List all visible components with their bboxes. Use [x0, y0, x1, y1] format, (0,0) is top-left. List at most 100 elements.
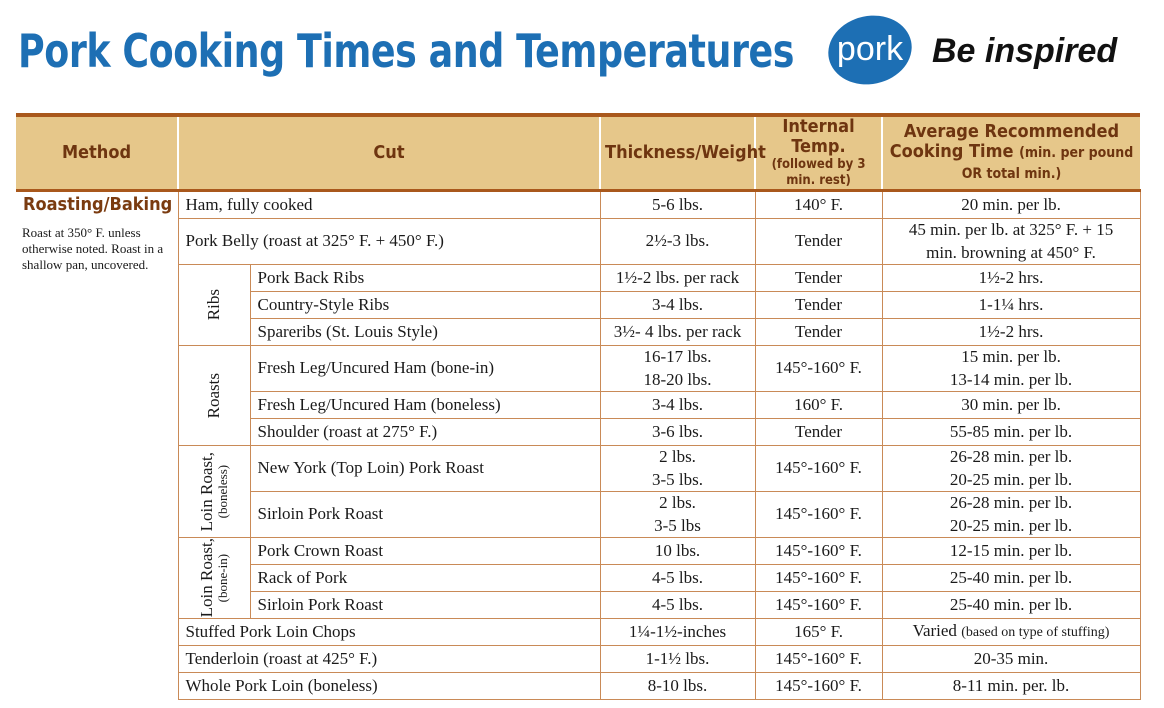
time-note: (based on type of stuffing)	[961, 624, 1110, 640]
cell-text: Rack of Pork	[257, 567, 348, 587]
temp-cell: Tender	[754, 218, 883, 265]
column-title: Internal Temp.	[782, 116, 855, 157]
group-label: Ribs	[204, 289, 223, 320]
cell-text: 145°-160° F.	[775, 567, 862, 587]
cell-text: 145°-160° F.	[775, 648, 862, 668]
column-header: Cut	[176, 115, 601, 192]
table-row: Shoulder (roast at 275° F.) 3-6 lbs. Tende…	[16, 418, 1141, 446]
table-row: Loin Roast, (bone-in) Pork Crown Roast 10 l…	[16, 537, 1141, 619]
column-header: Thickness/Weight	[599, 115, 766, 192]
time-cell: 15 min. per lb. 13-14 min. per lb.	[881, 345, 1141, 392]
cell-text: 145°-160° F.	[775, 358, 862, 378]
cooking-table: Method Cut Thickness/Weight Internal Tem…	[16, 113, 1141, 700]
cell-text: 20 min. per lb.	[961, 194, 1061, 214]
time-cell: 20 min. per lb.	[881, 190, 1141, 219]
time-cell: 55-85 min. per lb.	[881, 418, 1141, 446]
temp-cell: 140° F.	[754, 190, 883, 219]
logo-text: pork	[837, 30, 904, 68]
method-name: Roasting/Baking	[23, 194, 173, 215]
group-note: (boneless)	[215, 464, 230, 519]
logo-shape	[828, 15, 912, 85]
cell-line: 2 lbs.	[659, 493, 696, 512]
cut-cell: Shoulder (roast at 275° F.)	[249, 418, 601, 446]
weight-cell: 4-5 lbs.	[599, 591, 756, 619]
column-header: Method	[16, 115, 178, 192]
cell-text: Varied	[912, 620, 957, 640]
method-cell: Roasting/Baking Roast at 350° F. unless o…	[16, 190, 179, 700]
cell-text: 1¼-1½-inches	[628, 621, 727, 641]
weight-cell: 5-6 lbs.	[599, 190, 756, 219]
temp-cell: 145°-160° F.	[754, 672, 883, 700]
cell-line: 26-28 min. per lb.	[949, 493, 1073, 512]
cut-cell: Pork Crown Roast	[249, 537, 601, 565]
time-cell: Varied (based on type of stuffing)	[881, 618, 1141, 646]
temp-cell: 145°-160° F.	[754, 491, 883, 538]
group-cell: Ribs	[177, 264, 251, 346]
cell-text: New York (Top Loin) Pork Roast	[257, 458, 484, 478]
column-header: Average Recommended Cooking Time (min. p…	[881, 115, 1141, 192]
cell-text: Spareribs (St. Louis Style)	[257, 321, 438, 341]
cell-text: 1-1½ lbs.	[645, 648, 710, 668]
time-cell: 8-11 min. per. lb.	[881, 672, 1141, 700]
cell-text: 4-5 lbs.	[652, 594, 704, 614]
cut-cell: Country-Style Ribs	[249, 291, 601, 319]
logo: pork Be inspired	[828, 15, 1118, 85]
cell-text: Tenderloin (roast at 425° F.)	[185, 648, 378, 668]
cell-text: 3½- 4 lbs. per rack	[613, 321, 742, 341]
cell-text: Ham, fully cooked	[185, 194, 313, 214]
cell-text: 3-6 lbs.	[652, 421, 704, 441]
temp-cell: Tender	[754, 291, 883, 319]
cell-line: 20-25 min. per lb.	[949, 515, 1073, 535]
table-row: Pork Belly (roast at 325° F. + 450° F.) 2…	[16, 218, 1141, 265]
cut-cell: Pork Belly (roast at 325° F. + 450° F.)	[177, 218, 601, 265]
cell-text: 145°-160° F.	[775, 458, 862, 478]
weight-cell: 16-17 lbs. 18-20 lbs.	[599, 345, 756, 392]
cut-cell: Ham, fully cooked	[177, 190, 601, 219]
cut-cell: Pork Back Ribs	[249, 264, 601, 292]
time-cell: 26-28 min. per lb. 20-25 min. per lb.	[881, 491, 1141, 538]
cut-cell: Sirloin Pork Roast	[249, 591, 601, 619]
group-cell: Loin Roast, (bone-in)	[177, 537, 251, 619]
cell-text: Fresh Leg/Uncured Ham (bone-in)	[257, 358, 495, 378]
cut-cell: Spareribs (St. Louis Style)	[249, 318, 601, 346]
cell-text: Fresh Leg/Uncured Ham (boneless)	[257, 394, 501, 414]
weight-cell: 10 lbs.	[599, 537, 756, 565]
time-cell: 1½-2 hrs.	[881, 264, 1141, 292]
weight-cell: 2 lbs. 3-5 lbs	[599, 491, 756, 538]
cut-cell: Tenderloin (roast at 425° F.)	[177, 645, 601, 673]
cell-text: 1½-2 hrs.	[978, 267, 1044, 287]
time-cell: 30 min. per lb.	[881, 391, 1141, 419]
time-cell: 20-35 min.	[881, 645, 1141, 673]
method-note: Roast at 350° F. unless otherwise noted.…	[22, 225, 164, 272]
weight-cell: 3-4 lbs.	[599, 391, 756, 419]
cell-text: 3-4 lbs.	[652, 294, 704, 314]
cell-line: 15 min. per lb.	[961, 347, 1061, 366]
column-header: Internal Temp. (followed by 3 min. rest)	[754, 115, 883, 192]
weight-cell: 1½-2 lbs. per rack	[599, 264, 756, 292]
cell-text: 145°-160° F.	[775, 594, 862, 614]
cell-text: Tender	[795, 421, 842, 441]
time-cell: 25-40 min. per lb.	[881, 591, 1141, 619]
cell-text: 25-40 min. per lb.	[949, 567, 1073, 587]
group-name: Loin Roast,	[197, 451, 216, 532]
cell-text: 1½-2 lbs. per rack	[615, 267, 740, 287]
weight-cell: 4-5 lbs.	[599, 564, 756, 592]
weight-cell: 3½- 4 lbs. per rack	[599, 318, 756, 346]
table-row: Roasts Fresh Leg/Uncured Ham (bone-in) 16-…	[16, 345, 1141, 446]
weight-cell: 8-10 lbs.	[599, 672, 756, 700]
table-row: Tenderloin (roast at 425° F.) 1-1½ lbs. 14…	[16, 645, 1141, 673]
table-row: Loin Roast, (boneless) New York (Top Loin)…	[16, 445, 1141, 538]
cell-text: 3-4 lbs.	[652, 394, 704, 414]
weight-cell: 1-1½ lbs.	[599, 645, 756, 673]
cell-text: Country-Style Ribs	[257, 294, 390, 314]
cell-text: Whole Pork Loin (boneless)	[185, 675, 378, 695]
cell-line: 3-5 lbs	[654, 515, 701, 535]
cell-text: 25-40 min. per lb.	[949, 594, 1073, 614]
cell-text: Stuffed Pork Loin Chops	[185, 621, 356, 641]
table-row: Fresh Leg/Uncured Ham (boneless) 3-4 lbs.…	[16, 391, 1141, 419]
group-cell: Loin Roast, (boneless)	[177, 445, 251, 538]
cell-text: 1-1¼ hrs.	[978, 294, 1044, 314]
cell-text: 55-85 min. per lb.	[949, 421, 1073, 441]
cell-text: 30 min. per lb.	[961, 394, 1061, 414]
